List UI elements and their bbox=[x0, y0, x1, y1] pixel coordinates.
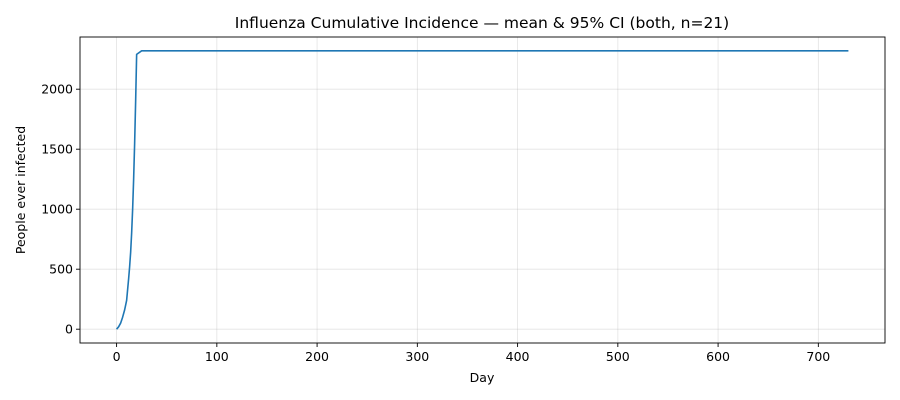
x-tick-label: 700 bbox=[806, 349, 830, 364]
x-tick-label: 600 bbox=[706, 349, 730, 364]
y-axis-label: People ever infected bbox=[13, 126, 28, 254]
x-tick-label: 0 bbox=[113, 349, 121, 364]
series-line bbox=[115, 49, 849, 330]
y-tick-label: 1000 bbox=[41, 202, 73, 217]
x-axis-label: Day bbox=[470, 370, 495, 385]
chart-title: Influenza Cumulative Incidence — mean & … bbox=[235, 14, 729, 32]
y-tick-label: 1500 bbox=[41, 142, 73, 157]
y-tick-label: 2000 bbox=[41, 82, 73, 97]
x-tick-label: 400 bbox=[506, 349, 530, 364]
y-tick-label: 500 bbox=[49, 262, 73, 277]
y-tick-label: 0 bbox=[65, 322, 73, 337]
series-layer bbox=[115, 49, 849, 330]
plot-frame bbox=[79, 36, 886, 344]
x-axis: 0 100 200 300 400 500 600 700 bbox=[113, 343, 830, 364]
y-axis: 0 500 1000 1500 2000 bbox=[41, 82, 80, 337]
grid bbox=[80, 37, 885, 343]
x-tick-label: 300 bbox=[405, 349, 429, 364]
x-tick-label: 100 bbox=[205, 349, 229, 364]
x-tick-label: 200 bbox=[305, 349, 329, 364]
x-tick-label: 500 bbox=[606, 349, 630, 364]
